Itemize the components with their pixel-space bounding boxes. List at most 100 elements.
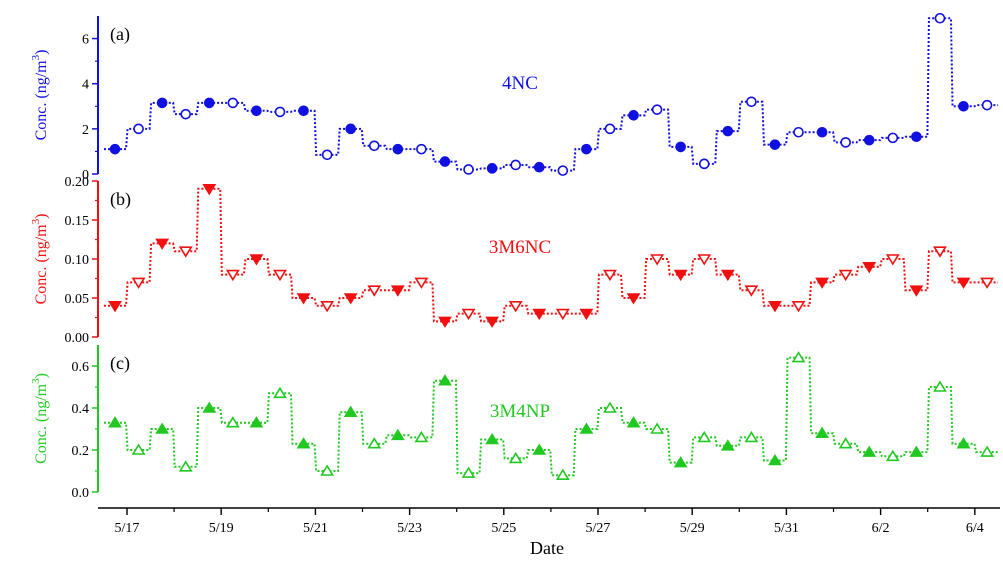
data-point bbox=[980, 445, 995, 457]
series-label: 3M4NP bbox=[490, 401, 550, 422]
data-point bbox=[156, 97, 168, 109]
data-point bbox=[533, 161, 545, 173]
data-point bbox=[581, 143, 592, 155]
y-tick-label: 4 bbox=[82, 78, 89, 93]
data-point bbox=[320, 464, 335, 476]
data-point bbox=[532, 443, 547, 455]
data-point bbox=[720, 439, 735, 451]
x-tick-label: 5/19 bbox=[209, 521, 234, 536]
data-point bbox=[980, 277, 995, 289]
data-point bbox=[673, 456, 688, 468]
data-point bbox=[508, 300, 523, 313]
data-point bbox=[934, 12, 946, 24]
y-axis-title: Conc. (ng/m3) bbox=[30, 50, 50, 141]
data-point bbox=[793, 126, 804, 138]
data-point bbox=[249, 254, 264, 266]
data-point bbox=[414, 277, 429, 289]
data-point bbox=[274, 106, 286, 118]
data-point bbox=[933, 246, 947, 258]
data-point bbox=[933, 380, 947, 392]
data-point bbox=[416, 143, 427, 155]
data-point bbox=[180, 108, 192, 120]
data-point bbox=[296, 293, 311, 305]
x-tick-label: 5/31 bbox=[774, 521, 799, 536]
data-point bbox=[956, 277, 971, 289]
data-point bbox=[746, 96, 757, 108]
data-point bbox=[532, 308, 547, 321]
data-point bbox=[862, 445, 877, 457]
data-point bbox=[815, 426, 830, 439]
panel-c: 0.0 0.2 0.4 0.6 Conc. (ng/m3) (c) 3M4NP bbox=[30, 345, 999, 501]
data-point bbox=[273, 386, 287, 399]
data-point bbox=[887, 132, 899, 144]
data-point bbox=[604, 123, 616, 135]
y-tick-label: 0.05 bbox=[65, 292, 90, 307]
data-point bbox=[131, 277, 146, 289]
data-point bbox=[791, 300, 806, 313]
series-label: 4NC bbox=[502, 73, 538, 94]
data-point bbox=[603, 401, 617, 413]
x-tick-label: 6/2 bbox=[872, 521, 890, 536]
data-point bbox=[461, 466, 476, 478]
data-point bbox=[414, 430, 429, 443]
data-point bbox=[981, 99, 993, 111]
data-point bbox=[202, 401, 217, 413]
y-tick-label: 0.15 bbox=[65, 214, 90, 229]
data-point bbox=[131, 443, 146, 455]
panel-tag: (a) bbox=[110, 24, 130, 45]
data-point bbox=[367, 285, 382, 297]
x-axis: 5/17 5/19 5/21 5/23 5/25 5/27 5/29 5/31 6/2 6/4 Da… bbox=[98, 507, 1000, 558]
y-axis-title: Conc. (ng/m3) bbox=[30, 373, 50, 464]
data-point bbox=[155, 422, 170, 434]
data-point bbox=[555, 308, 570, 321]
y-tick-label: 0.4 bbox=[72, 402, 90, 417]
x-axis-title: Date bbox=[530, 538, 564, 558]
data-point bbox=[650, 422, 665, 434]
y-tick-label: 2 bbox=[82, 123, 89, 138]
data-point bbox=[815, 277, 830, 289]
data-point bbox=[722, 125, 734, 137]
data-point bbox=[392, 143, 404, 155]
y-tick-label: 0.10 bbox=[65, 253, 90, 268]
series-line bbox=[104, 356, 999, 477]
data-point bbox=[178, 460, 193, 472]
data-point bbox=[438, 374, 452, 386]
data-point bbox=[769, 139, 781, 150]
data-point bbox=[368, 140, 380, 152]
data-point bbox=[626, 416, 641, 428]
panel-a: 0 2 4 6 Conc. (ng/m3) (a) 4NC bbox=[30, 12, 999, 183]
y-tick-label: 0.2 bbox=[72, 444, 90, 459]
data-point bbox=[249, 416, 264, 428]
data-point bbox=[251, 105, 262, 117]
data-point bbox=[461, 308, 476, 321]
data-point bbox=[273, 269, 287, 282]
x-tick-label: 5/27 bbox=[586, 521, 611, 536]
x-tick-label: 5/17 bbox=[115, 521, 140, 536]
data-point bbox=[956, 437, 971, 449]
data-point bbox=[345, 123, 357, 135]
data-point bbox=[108, 300, 122, 313]
data-point bbox=[203, 97, 215, 109]
data-point bbox=[603, 269, 617, 282]
data-point bbox=[885, 254, 900, 266]
data-point bbox=[863, 134, 875, 146]
data-point bbox=[320, 300, 335, 313]
data-point bbox=[321, 149, 333, 161]
data-point bbox=[367, 437, 382, 449]
data-point bbox=[816, 126, 828, 138]
x-tick-label: 5/25 bbox=[491, 521, 516, 536]
data-point bbox=[390, 428, 405, 441]
data-point bbox=[650, 254, 665, 266]
series-line bbox=[104, 17, 999, 172]
data-point bbox=[579, 422, 594, 434]
data-point bbox=[768, 300, 782, 313]
data-point bbox=[557, 165, 569, 176]
data-point bbox=[673, 269, 688, 282]
data-point bbox=[579, 308, 594, 321]
panel-tag: (b) bbox=[110, 189, 131, 210]
data-point bbox=[227, 97, 239, 109]
data-point bbox=[838, 437, 853, 449]
y-tick-label: 0.6 bbox=[72, 360, 90, 375]
data-point bbox=[885, 449, 900, 462]
data-point bbox=[463, 164, 474, 175]
